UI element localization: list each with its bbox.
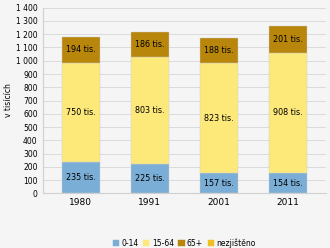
- Text: 188 tis.: 188 tis.: [204, 46, 234, 55]
- Text: 750 tis.: 750 tis.: [66, 108, 95, 117]
- Text: 823 tis.: 823 tis.: [204, 114, 234, 123]
- Legend: 0-14, 15-64, 65+, nezjištěno: 0-14, 15-64, 65+, nezjištěno: [113, 238, 255, 248]
- Bar: [62, 162, 100, 193]
- Text: 186 tis.: 186 tis.: [135, 40, 164, 49]
- Bar: [269, 53, 307, 173]
- Bar: [62, 63, 100, 162]
- Text: 908 tis.: 908 tis.: [273, 108, 303, 117]
- Bar: [269, 26, 307, 53]
- Text: 803 tis.: 803 tis.: [135, 106, 164, 115]
- Text: 201 tis.: 201 tis.: [273, 35, 303, 44]
- Bar: [131, 32, 169, 57]
- Y-axis label: v tisících: v tisících: [4, 84, 13, 118]
- Text: 225 tis.: 225 tis.: [135, 174, 165, 183]
- Bar: [62, 37, 100, 63]
- Text: 235 tis.: 235 tis.: [66, 173, 95, 182]
- Bar: [200, 63, 238, 173]
- Bar: [131, 164, 169, 193]
- Bar: [200, 38, 238, 63]
- Text: 154 tis.: 154 tis.: [273, 179, 303, 188]
- Bar: [269, 173, 307, 193]
- Bar: [131, 57, 169, 164]
- Text: 157 tis.: 157 tis.: [204, 179, 234, 187]
- Bar: [200, 173, 238, 193]
- Text: 194 tis.: 194 tis.: [66, 45, 95, 54]
